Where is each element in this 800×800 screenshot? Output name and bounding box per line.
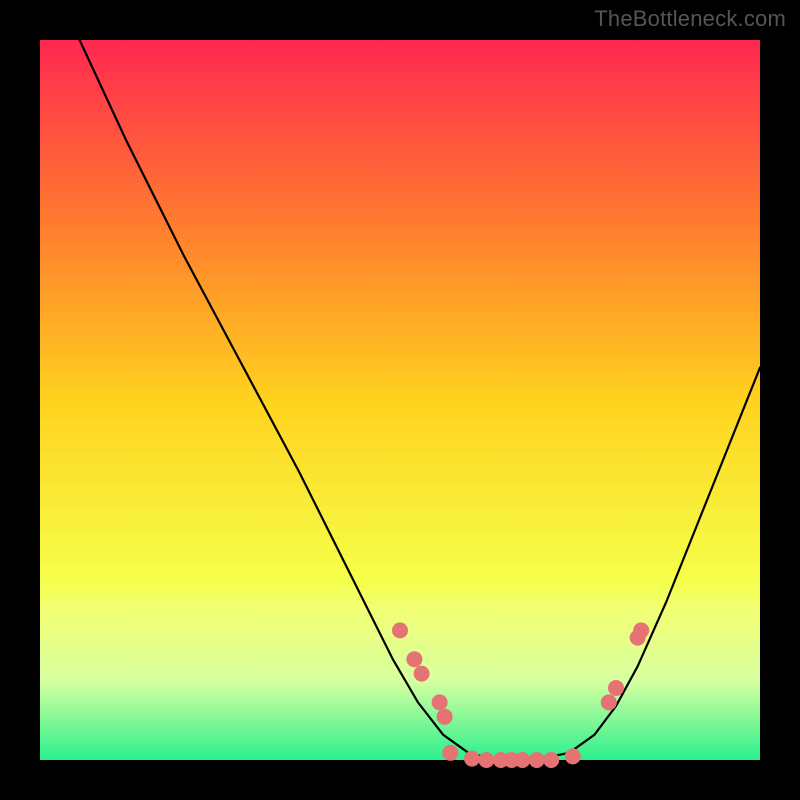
data-marker bbox=[565, 748, 581, 764]
bottleneck-curve bbox=[80, 40, 760, 760]
data-marker bbox=[442, 745, 458, 761]
data-marker bbox=[601, 694, 617, 710]
data-marker bbox=[437, 709, 453, 725]
data-marker bbox=[406, 651, 422, 667]
data-marker bbox=[464, 751, 480, 767]
chart-container: TheBottleneck.com bbox=[0, 0, 800, 800]
data-marker bbox=[529, 752, 545, 768]
data-marker bbox=[432, 694, 448, 710]
data-marker bbox=[633, 622, 649, 638]
data-marker bbox=[608, 680, 624, 696]
curve-layer bbox=[0, 0, 800, 800]
watermark-text: TheBottleneck.com bbox=[594, 6, 786, 32]
data-marker bbox=[414, 666, 430, 682]
data-marker bbox=[392, 622, 408, 638]
data-marker bbox=[543, 752, 559, 768]
data-marker bbox=[478, 752, 494, 768]
data-marker bbox=[514, 752, 530, 768]
